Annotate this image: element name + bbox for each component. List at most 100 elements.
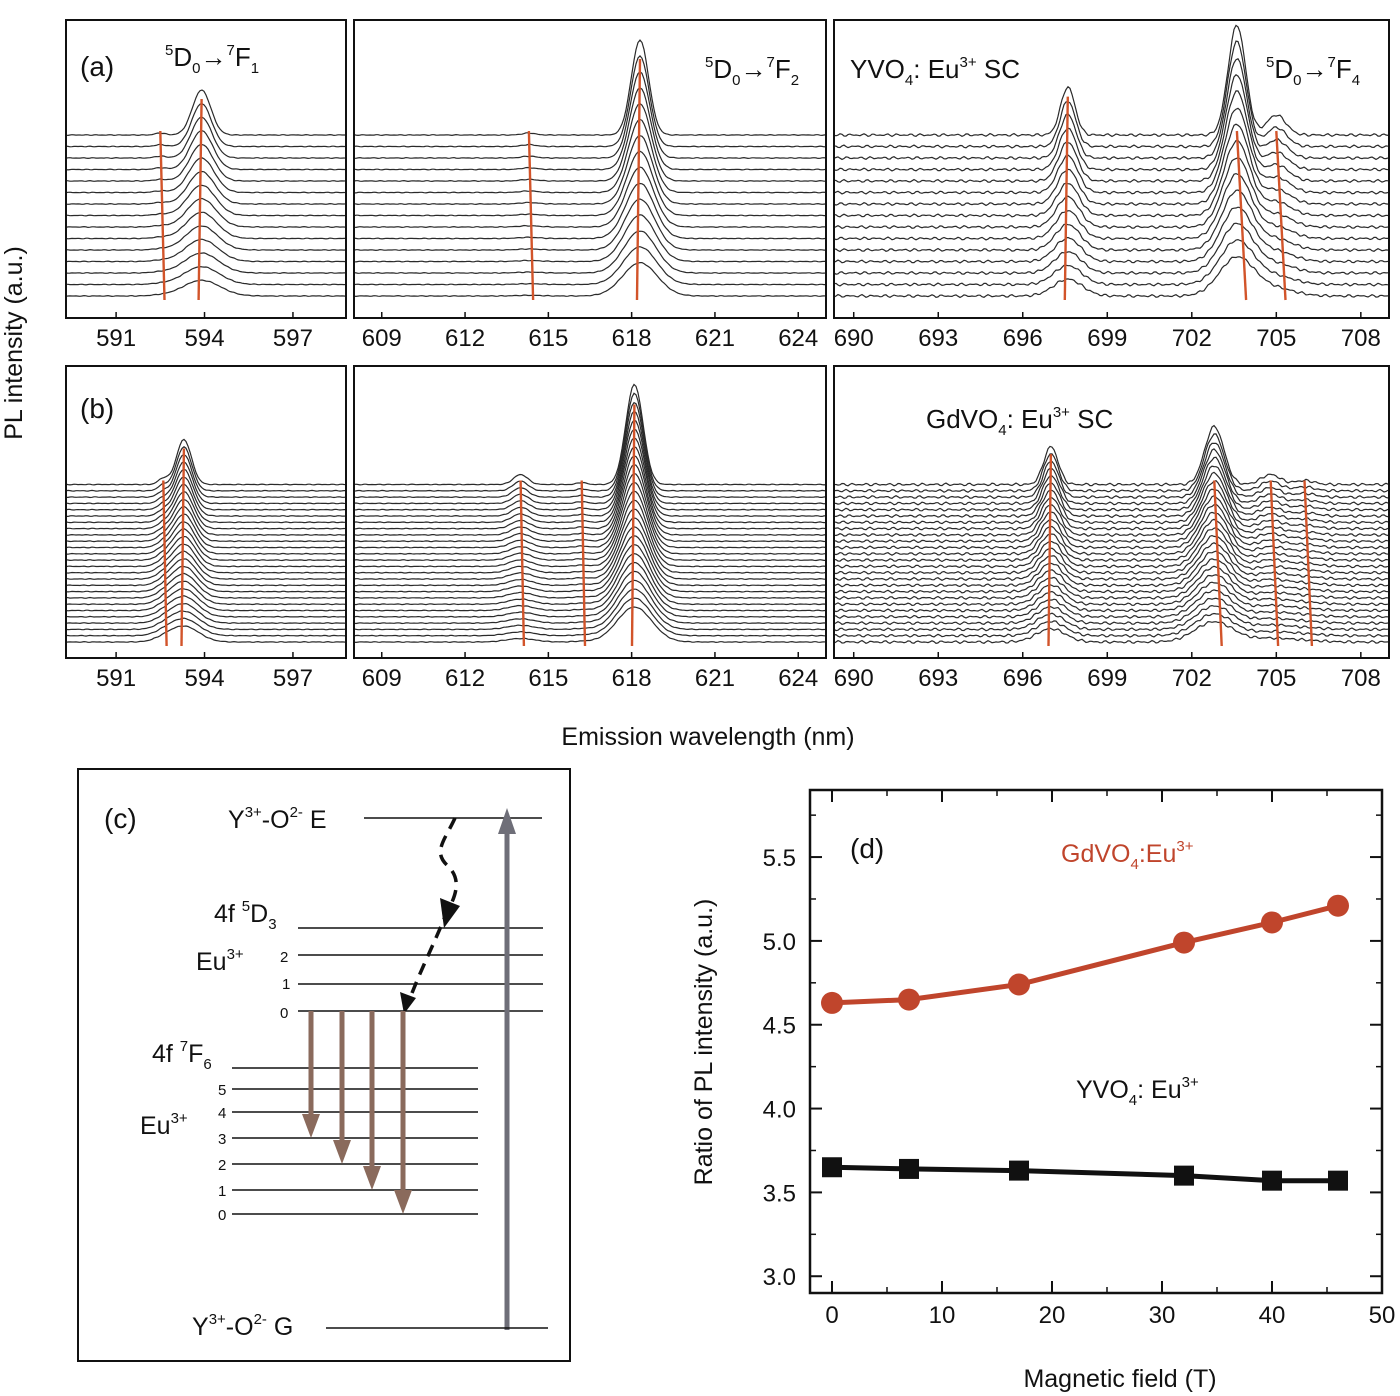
- shared-y-label: PL intensity (a.u.): [0, 246, 28, 440]
- spectrum-trace: [835, 424, 1388, 487]
- spectrum-trace: [835, 597, 1388, 626]
- spectrum-trace: [355, 70, 825, 160]
- spectrum-trace: [835, 558, 1388, 594]
- x-tick-label: 50: [1369, 1302, 1396, 1329]
- diagram-frame: [77, 768, 571, 1362]
- spectrum-trace: [67, 170, 345, 206]
- spectrum-frame: [65, 365, 347, 659]
- spectrum-trace: [355, 150, 825, 217]
- peak-guide-line: [1235, 130, 1248, 301]
- spectrum-trace: [67, 565, 345, 593]
- sublevel-lower-label: 1: [218, 1183, 226, 1200]
- spectrum-trace: [835, 534, 1388, 575]
- peak-guide-line: [527, 130, 535, 301]
- spectrum-trace: [355, 410, 825, 505]
- x-tick-label: 30: [1149, 1302, 1176, 1329]
- data-point-circle: [1261, 911, 1283, 934]
- spectrum-trace: [67, 528, 345, 562]
- spectrum-trace: [355, 383, 825, 486]
- panel-label-c: (c): [104, 803, 137, 834]
- spectrum-trace: [355, 472, 825, 549]
- spectrum-trace: [355, 392, 825, 492]
- ratio-y-label: Ratio of PL intensity (a.u.): [690, 899, 718, 1186]
- spectrum-trace: [67, 498, 345, 536]
- series-line: [831, 1164, 1338, 1184]
- spectrum-trace: [355, 455, 825, 536]
- spectrum-trace: [835, 527, 1388, 569]
- data-point-circle: [1327, 894, 1349, 917]
- peak-guide-line: [519, 480, 526, 647]
- relaxation-path: [406, 817, 458, 1005]
- spectrum-trace: [835, 565, 1388, 600]
- spectrum-tick-label: 705: [1256, 325, 1296, 352]
- relaxation-arrowhead-end: [400, 992, 416, 1014]
- spectrum-trace: [835, 238, 1388, 287]
- spectrum-trace: [835, 495, 1388, 544]
- material-label-gdvo4: GdVO4: Eu3+ SC: [926, 404, 1113, 439]
- spectrum-trace: [67, 610, 345, 631]
- spectrum-trace: [835, 574, 1388, 607]
- spectrum-trace: [835, 157, 1388, 230]
- excitation-arrowhead: [498, 808, 516, 834]
- x-tick-label: 20: [1039, 1302, 1066, 1329]
- spectrum-trace: [355, 102, 825, 183]
- spectrum-trace: [355, 463, 825, 543]
- spectrum-traces: [835, 24, 1388, 301]
- spectrum-tick-label: 702: [1172, 665, 1212, 692]
- sublevel-lower-label: 0: [218, 1207, 226, 1224]
- spectrum-tick-label: 621: [695, 665, 735, 692]
- spectrum-trace: [67, 505, 345, 543]
- spectrum-tick-label: 693: [918, 325, 958, 352]
- spectrum-trace: [67, 476, 345, 518]
- spectrum-trace: [355, 198, 825, 252]
- spectrum-trace: [67, 103, 345, 148]
- spectrum-trace: [67, 513, 345, 549]
- spectrum-trace: [835, 90, 1388, 183]
- spectra-panels: 591 594 597 609 612 615 618 621 624 690 693 696 699 7…: [65, 19, 1390, 692]
- spectrum-trace: [835, 612, 1388, 638]
- spectrum-trace: [67, 438, 345, 486]
- spectrum-frame: [353, 365, 827, 659]
- spectrum-tick-label: 702: [1172, 325, 1212, 352]
- spectrum-trace: [67, 89, 345, 137]
- sublevel-upper-2: 2: [280, 949, 288, 966]
- spectrum-trace: [835, 206, 1388, 264]
- lower-levels: 5 4 3 2 1 0: [218, 1067, 478, 1224]
- peak-guide-line: [180, 448, 186, 647]
- spectrum-trace: [67, 550, 345, 581]
- spectrum-trace: [835, 542, 1388, 581]
- spectrum-trace: [835, 503, 1388, 550]
- ratio-chart: 0 10 20 30 40 50 3.0 3.5 4.0 4.5 5.0 5.5 (d) GdVO4:…: [690, 788, 1396, 1393]
- spectrum-trace: [355, 544, 825, 599]
- data-point-circle: [898, 988, 920, 1011]
- spectrum-tick-label: 597: [273, 325, 313, 352]
- spectrum-trace: [67, 543, 345, 574]
- spectrum-tick-label: 708: [1341, 665, 1381, 692]
- y-tick-label: 4.0: [763, 1097, 796, 1124]
- peak-guide-line: [580, 480, 587, 647]
- spectrum-tick-label: 591: [96, 325, 136, 352]
- data-point-square: [1328, 1170, 1348, 1191]
- spectrum-trace: [67, 535, 345, 568]
- spectrum-trace: [835, 620, 1388, 645]
- data-point-square: [1174, 1165, 1194, 1186]
- spectrum-trace: [355, 499, 825, 568]
- spectrum-trace: [67, 468, 345, 511]
- spectrum-trace: [835, 488, 1388, 537]
- spectrum-trace: [67, 143, 345, 183]
- spectrum-trace: [355, 481, 825, 555]
- spectrum-trace: [355, 508, 825, 574]
- energy-level-diagram: (c) Y3+-O2- E 4f 5D3 Eu3+ 2 1 0 4f 7F6 E…: [77, 768, 571, 1362]
- x-tick-label: 40: [1259, 1302, 1286, 1329]
- spectrum-trace: [835, 442, 1388, 500]
- y-tick-label: 3.0: [763, 1264, 796, 1291]
- series-label-gdvo4: GdVO4:Eu3+: [1061, 838, 1194, 873]
- spectrum-trace: [355, 230, 825, 275]
- peak-guide-line: [1275, 130, 1287, 301]
- spectrum-trace: [835, 189, 1388, 253]
- ion-label-upper: Eu3+: [196, 946, 244, 976]
- spectrum-trace: [835, 550, 1388, 588]
- spectrum-trace: [835, 604, 1388, 632]
- spectrum-tick-label: 597: [273, 665, 313, 692]
- emission-arrows: [302, 1011, 412, 1214]
